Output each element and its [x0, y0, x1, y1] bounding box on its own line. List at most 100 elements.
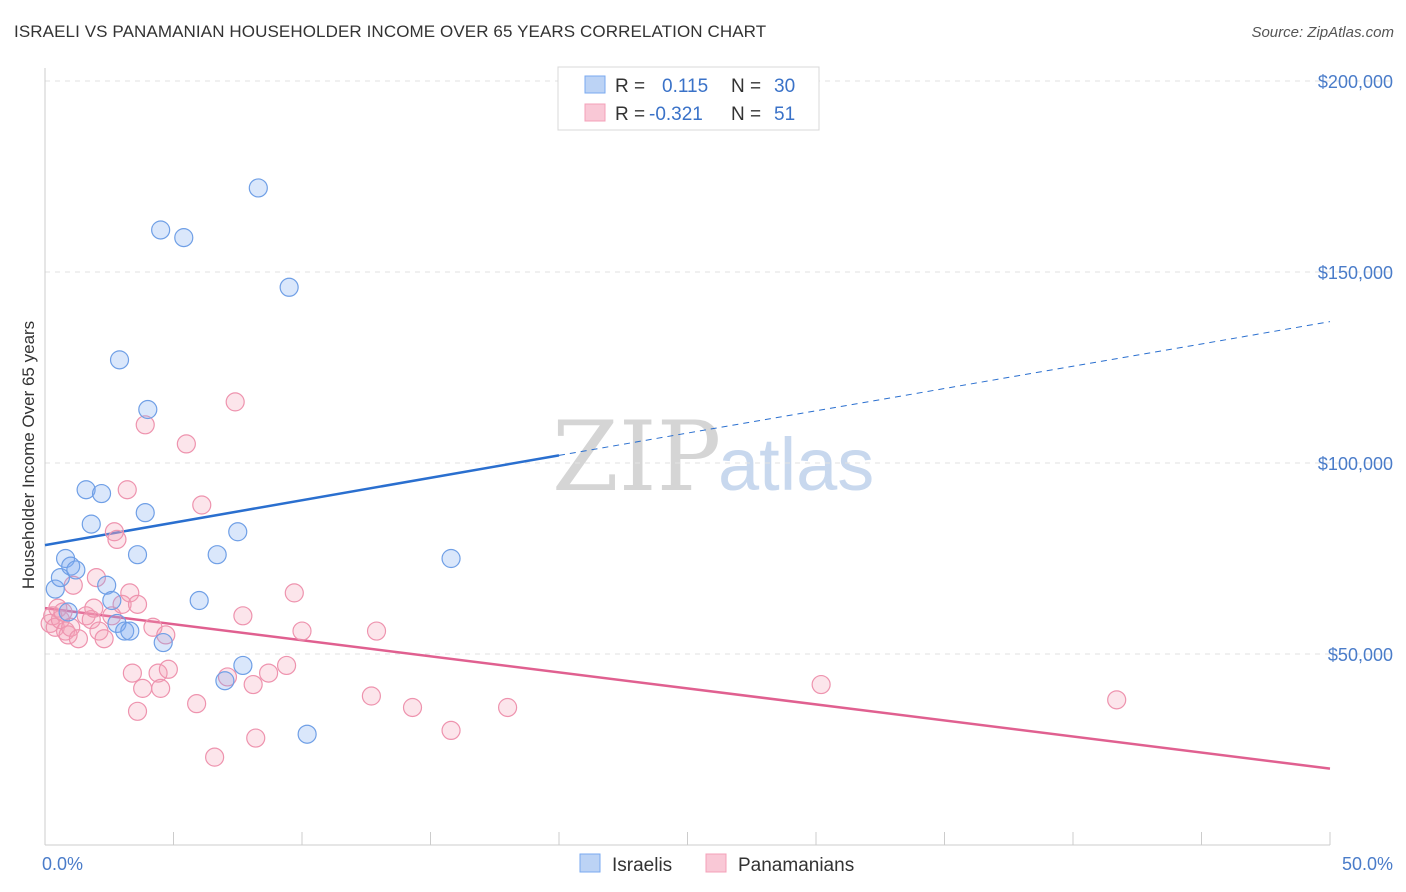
point-panamanians — [61, 617, 81, 637]
point-israelis — [102, 590, 122, 611]
legend-n-label-2: N = — [731, 104, 761, 125]
point-israelis — [76, 480, 96, 500]
point-panamanians — [117, 480, 137, 500]
series-legend: Israelis Panamanians — [579, 853, 854, 876]
point-panamanians — [120, 583, 140, 603]
point-israelis — [233, 655, 253, 676]
point-panamanians — [94, 629, 114, 649]
point-israelis — [91, 483, 112, 504]
legend-r-value-2: -0.321 — [649, 104, 703, 125]
point-israelis — [279, 277, 299, 297]
point-israelis — [207, 545, 227, 565]
y-tick-labels: $50,000 $100,000 $150,000 $200,000 — [1318, 72, 1393, 665]
point-panamanians — [187, 694, 207, 714]
stats-legend: R = 0.115 N = 30 R = -0.321 N = 51 — [557, 66, 820, 131]
legend-n-value-2: 51 — [774, 104, 795, 125]
point-panamanians — [246, 728, 266, 748]
point-panamanians — [276, 655, 297, 676]
point-panamanians — [366, 621, 387, 641]
point-panamanians — [233, 606, 253, 626]
point-israelis — [441, 548, 461, 569]
point-panamanians — [135, 415, 155, 435]
point-panamanians — [498, 697, 518, 718]
series-legend-swatch-panamanians — [705, 853, 727, 873]
point-panamanians — [53, 602, 73, 622]
series-legend-label-israelis: Israelis — [612, 855, 672, 876]
point-panamanians — [133, 678, 153, 698]
point-panamanians — [292, 621, 312, 641]
point-panamanians — [40, 613, 60, 634]
series-legend-label-panamanians: Panamanians — [738, 855, 854, 876]
axes — [44, 68, 1331, 846]
point-panamanians — [192, 495, 212, 515]
legend-r-value-1: 0.115 — [662, 76, 708, 97]
source-label: Source: ZipAtlas.com — [1251, 24, 1394, 41]
grid-lines — [45, 80, 1395, 655]
point-israelis — [66, 560, 86, 580]
point-israelis — [174, 228, 194, 248]
point-panamanians — [58, 625, 78, 645]
x-tick-label-min: 0.0% — [42, 854, 83, 874]
point-israelis — [151, 220, 171, 240]
point-panamanians — [48, 598, 68, 618]
legend-n-value-1: 30 — [774, 76, 795, 97]
point-israelis — [215, 671, 235, 691]
y-tick-label: $200,000 — [1318, 72, 1393, 92]
point-panamanians — [84, 598, 104, 618]
watermark-zip: ZIP — [552, 401, 721, 513]
y-axis-label: Householder Income Over 65 years — [19, 321, 38, 589]
point-israelis — [45, 579, 65, 599]
trend-lines — [44, 321, 1331, 770]
point-panamanians — [122, 663, 142, 683]
point-israelis — [115, 621, 135, 641]
point-israelis — [61, 556, 81, 576]
point-israelis — [81, 514, 101, 534]
point-panamanians — [112, 594, 132, 614]
point-israelis — [97, 575, 117, 595]
point-panamanians — [156, 625, 176, 645]
point-panamanians — [402, 697, 423, 718]
point-panamanians — [148, 663, 168, 683]
point-panamanians — [81, 610, 101, 630]
point-panamanians — [811, 674, 831, 695]
trend-line-israelis-extension — [558, 321, 1331, 456]
watermark-atlas: atlas — [718, 423, 874, 506]
y-tick-label: $150,000 — [1318, 263, 1393, 283]
chart-title: ISRAELI VS PANAMANIAN HOUSEHOLDER INCOME… — [14, 22, 767, 41]
series-legend-swatch-israelis — [579, 853, 601, 873]
point-panamanians — [158, 659, 178, 679]
point-panamanians — [151, 678, 171, 698]
point-israelis — [120, 621, 140, 641]
y-tick-label: $50,000 — [1328, 645, 1393, 665]
point-israelis — [228, 522, 248, 542]
legend-r-label-2: R = — [615, 104, 645, 125]
data-points — [40, 178, 1127, 767]
legend-swatch-blue — [584, 75, 606, 94]
point-israelis — [248, 178, 268, 198]
point-panamanians — [176, 434, 196, 454]
point-israelis — [58, 602, 78, 622]
point-panamanians — [104, 522, 124, 542]
y-tick-label: $100,000 — [1318, 454, 1393, 474]
point-panamanians — [205, 747, 225, 767]
legend-n-label-1: N = — [731, 76, 761, 97]
trend-line-israelis — [44, 454, 560, 547]
point-panamanians — [86, 567, 107, 588]
x-tick-label-max: 50.0% — [1342, 854, 1393, 874]
point-israelis — [189, 590, 209, 611]
point-panamanians — [68, 629, 89, 649]
point-panamanians — [243, 674, 263, 695]
point-israelis — [135, 503, 155, 523]
point-panamanians — [107, 529, 127, 550]
point-israelis — [109, 350, 130, 370]
legend-r-label-1: R = — [615, 76, 645, 97]
trend-line-panamanians — [44, 606, 1331, 770]
point-panamanians — [127, 594, 148, 614]
point-israelis — [127, 545, 148, 565]
point-israelis — [297, 724, 317, 744]
point-panamanians — [50, 610, 71, 630]
point-panamanians — [1107, 690, 1127, 710]
point-panamanians — [127, 701, 148, 721]
point-panamanians — [225, 392, 245, 412]
